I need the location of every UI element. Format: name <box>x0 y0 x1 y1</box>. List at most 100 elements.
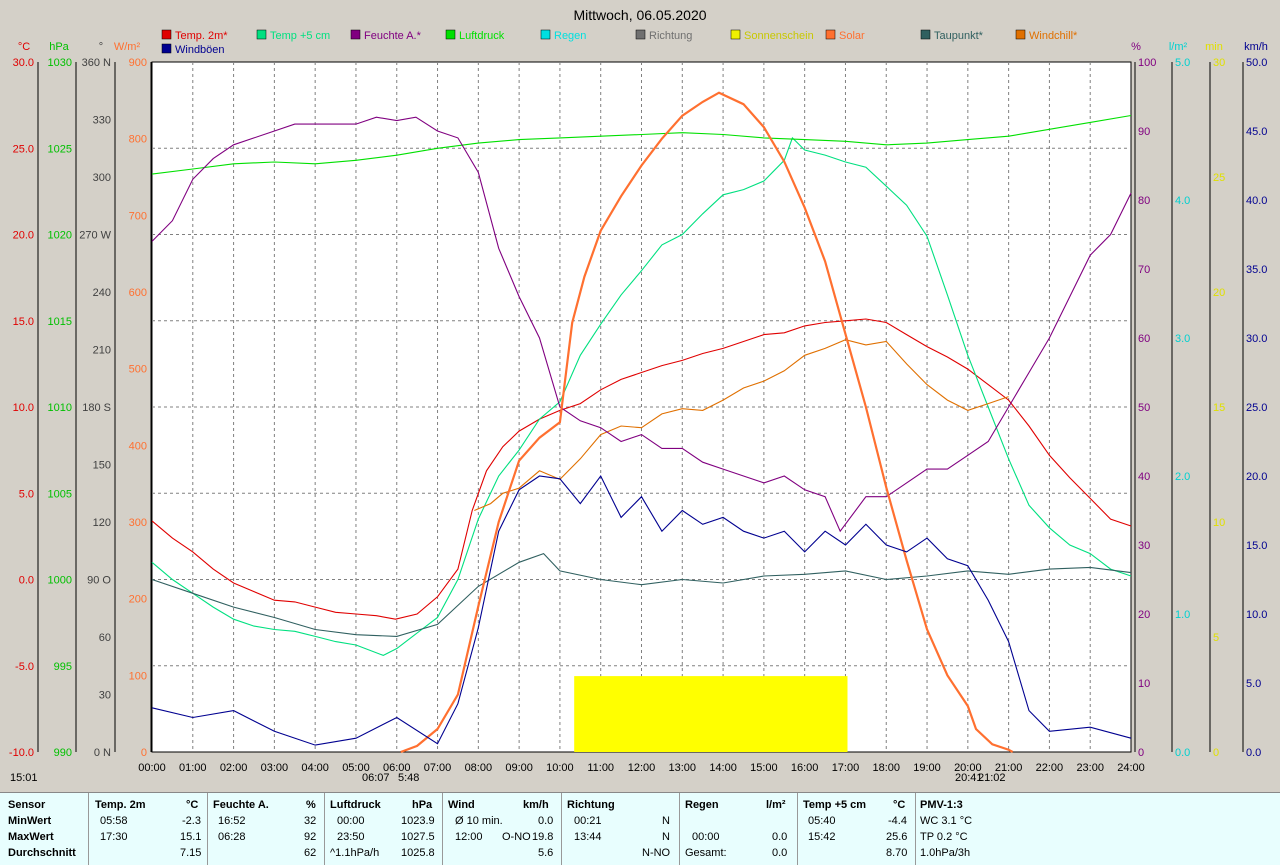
x-tick-label: 23:00 <box>1076 762 1104 774</box>
rain-tick-label: 5.0 <box>1175 57 1190 69</box>
pressure-tick-label: 1015 <box>48 316 72 328</box>
x-tick-label: 05:00 <box>342 762 370 774</box>
col-temp-header: Temp. 2m <box>95 799 146 811</box>
hum-min-time: 16:52 <box>218 815 246 827</box>
wind-max-direction: O-NO <box>502 831 531 843</box>
temp-max-value: 15.1 <box>180 831 202 843</box>
col-temp5-unit: °C <box>893 799 906 811</box>
temp-max-time: 17:30 <box>100 831 128 843</box>
legend-swatch <box>161 29 172 40</box>
legend-label: Feuchte A.* <box>364 30 422 42</box>
legend-label: Regen <box>554 30 586 42</box>
series-taupunkt <box>151 552 1132 637</box>
col-pmv-header: PMV-1:3 <box>920 799 963 811</box>
axes: °C 30.0 25.0 20.0 15.0 10.0 5.0 0.0 -5.0 -10.0 hPa… <box>9 41 1268 774</box>
wind-tick-label: 40.0 <box>1246 195 1267 207</box>
legend-swatch <box>730 29 741 40</box>
row-max-label: MaxWert <box>8 831 54 843</box>
solar-tick-label: 200 <box>129 594 147 606</box>
wind-tick-label: 0.0 <box>1246 747 1261 759</box>
pmv-pressure-trend: 1.0hPa/3h <box>920 847 971 859</box>
statistics-table: Sensor MinWert MaxWert Durchschnitt Temp… <box>0 792 1280 865</box>
humidity-tick-label: 10 <box>1138 678 1150 690</box>
wind-tick-label: 10.0 <box>1246 609 1267 621</box>
solar-tick-label: 400 <box>129 440 147 452</box>
marker-moon-time: 20:41 <box>955 772 983 784</box>
x-tick-label: 10:00 <box>546 762 574 774</box>
temp5-min-time: 05:40 <box>808 815 836 827</box>
row-min-label: MinWert <box>8 815 52 827</box>
series-lines <box>151 91 1132 754</box>
pressure-tick-label: 995 <box>54 661 72 673</box>
dir-min-value: N <box>662 815 670 827</box>
temp-tick-label: -5.0 <box>15 661 34 673</box>
direction-axis-unit: ° <box>99 41 103 53</box>
press-trend: ^1.1hPa/h <box>330 847 380 859</box>
pressure-tick-label: 1000 <box>48 575 72 587</box>
col-wind-header: Wind <box>448 799 475 811</box>
legend-swatch <box>161 43 172 54</box>
minutes-tick-label: 5 <box>1213 632 1219 644</box>
humidity-tick-label: 90 <box>1138 126 1150 138</box>
series-temp-2m <box>151 318 1132 620</box>
series-windb-en <box>151 474 1132 746</box>
rain-axis-unit: l/m² <box>1169 41 1188 53</box>
col-rain-header: Regen <box>685 799 719 811</box>
col-rain-unit: l/m² <box>766 799 786 811</box>
solar-tick-label: 300 <box>129 517 147 529</box>
legend-label: Sonnenschein <box>744 30 814 42</box>
minutes-tick-label: 15 <box>1213 402 1225 414</box>
x-tick-label: 02:00 <box>220 762 248 774</box>
temp5-max-value: 25.6 <box>886 831 908 843</box>
row-avg-label: Durchschnitt <box>8 847 76 859</box>
x-tick-label: 09:00 <box>505 762 533 774</box>
col-temp-unit: °C <box>186 799 199 811</box>
direction-tick-label: 300 <box>93 172 111 184</box>
marker-sunrise-alt: 5:48 <box>398 772 419 784</box>
humidity-tick-label: 50 <box>1138 402 1150 414</box>
legend-swatch <box>540 29 551 40</box>
minutes-tick-label: 25 <box>1213 172 1225 184</box>
direction-tick-label: 120 <box>93 517 111 529</box>
wind-tick-label: 50.0 <box>1246 57 1267 69</box>
col-wind-unit: km/h <box>523 799 549 811</box>
wind-avg-value: 5.6 <box>538 847 554 859</box>
rain-tick-label: 3.0 <box>1175 333 1190 345</box>
temp-tick-label: 10.0 <box>13 402 34 414</box>
press-min-value: 1023.9 <box>401 815 435 827</box>
x-tick-label: 11:00 <box>587 762 614 774</box>
humidity-tick-label: 70 <box>1138 264 1150 276</box>
rain-tick-label: 4.0 <box>1175 195 1190 207</box>
humidity-tick-label: 40 <box>1138 471 1150 483</box>
wind-tick-label: 5.0 <box>1246 678 1261 690</box>
direction-tick-label: 360 N <box>82 57 111 69</box>
rain-tick-label: 1.0 <box>1175 609 1190 621</box>
legend-label: Temp +5 cm <box>270 30 330 42</box>
legend-swatch <box>256 29 267 40</box>
legend-label: Windchill* <box>1029 30 1078 42</box>
dir-max-value: N <box>662 831 670 843</box>
x-tick-label: 03:00 <box>261 762 289 774</box>
rain-max-value: 0.0 <box>772 831 788 843</box>
legend-label: Taupunkt* <box>934 30 984 42</box>
x-tick-label: 01:00 <box>179 762 207 774</box>
dir-avg-value: N-NO <box>642 847 671 859</box>
direction-tick-label: 180 S <box>82 402 111 414</box>
humidity-tick-label: 80 <box>1138 195 1150 207</box>
humidity-tick-label: 100 <box>1138 57 1156 69</box>
legend-label: Windböen <box>175 44 225 56</box>
x-tick-label: 15:00 <box>750 762 778 774</box>
solar-tick-label: 0 <box>141 747 147 759</box>
x-tick-label: 14:00 <box>709 762 737 774</box>
temp-tick-label: 5.0 <box>19 488 34 500</box>
direction-tick-label: 0 N <box>94 747 111 759</box>
wind-tick-label: 30.0 <box>1246 333 1267 345</box>
col-hum-unit: % <box>306 799 316 811</box>
wind-tick-label: 45.0 <box>1246 126 1267 138</box>
wind-tick-label: 35.0 <box>1246 264 1267 276</box>
rain-total-label: Gesamt: <box>685 847 727 859</box>
x-tick-label: 08:00 <box>465 762 493 774</box>
press-max-value: 1027.5 <box>401 831 435 843</box>
direction-tick-label: 60 <box>99 632 111 644</box>
